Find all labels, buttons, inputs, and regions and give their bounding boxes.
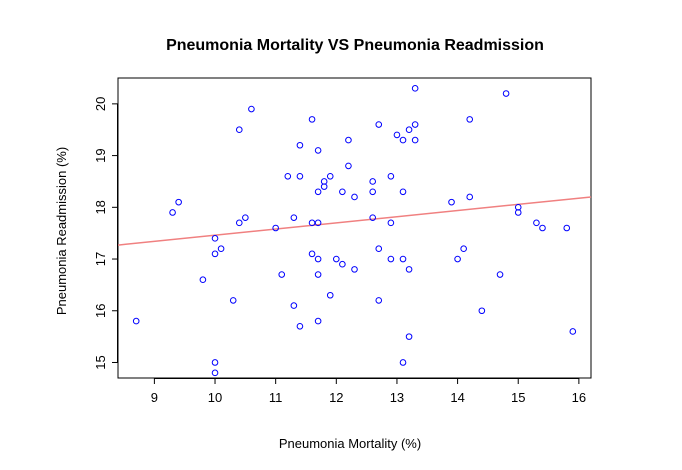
data-point xyxy=(454,255,461,263)
x-tick-label: 10 xyxy=(208,390,222,405)
data-point xyxy=(375,245,383,252)
data-point xyxy=(290,214,298,221)
trendline xyxy=(117,196,592,246)
y-tick-label: 17 xyxy=(93,252,108,266)
data-point xyxy=(345,162,352,170)
x-axis: 9 10 11 12 13 14 15 16 xyxy=(151,378,586,405)
data-point xyxy=(211,235,219,242)
data-point xyxy=(411,136,419,144)
data-point xyxy=(502,90,510,97)
data-point xyxy=(308,116,316,123)
data-point xyxy=(314,271,322,278)
data-point xyxy=(351,266,358,273)
data-point xyxy=(296,141,304,149)
data-point xyxy=(211,250,219,258)
y-tick-label: 15 xyxy=(93,355,108,369)
data-point xyxy=(314,219,322,227)
data-point xyxy=(333,255,340,263)
data-points-layer xyxy=(132,85,577,377)
data-point xyxy=(405,126,413,134)
data-point xyxy=(393,131,401,139)
data-point xyxy=(405,266,413,273)
data-point xyxy=(466,193,474,201)
data-point xyxy=(569,328,577,335)
data-point xyxy=(375,121,383,128)
data-point xyxy=(345,136,352,144)
y-tick-label: 16 xyxy=(93,304,108,318)
data-point xyxy=(326,172,334,180)
chart-title: Pneumonia Mortality VS Pneumonia Readmis… xyxy=(166,37,544,54)
data-point xyxy=(448,198,455,206)
data-point xyxy=(211,359,219,366)
data-point xyxy=(351,193,358,201)
data-point xyxy=(314,188,322,196)
data-point xyxy=(399,359,407,366)
data-point xyxy=(296,172,304,180)
y-tick-label: 18 xyxy=(93,200,108,214)
data-point xyxy=(399,136,407,144)
data-point xyxy=(478,307,486,315)
data-point xyxy=(369,214,376,221)
data-point xyxy=(411,85,419,92)
trendline-layer xyxy=(117,196,592,246)
data-point xyxy=(248,105,255,113)
data-point xyxy=(460,245,467,252)
data-point xyxy=(533,219,540,227)
data-point xyxy=(235,126,243,134)
x-tick-label: 12 xyxy=(329,390,343,405)
data-point xyxy=(199,276,207,284)
data-point xyxy=(290,302,298,309)
data-point xyxy=(169,209,176,216)
data-point xyxy=(242,214,249,221)
data-point xyxy=(314,317,322,325)
plot-area-border xyxy=(117,77,592,379)
x-tick-label: 13 xyxy=(390,390,404,405)
data-point xyxy=(314,255,322,263)
data-point xyxy=(563,224,571,232)
x-tick-label: 11 xyxy=(269,390,283,405)
data-point xyxy=(539,224,546,232)
data-point xyxy=(229,297,237,304)
x-tick-label: 9 xyxy=(151,390,158,405)
data-point xyxy=(369,188,376,196)
x-axis-label: Pneumonia Mortality (%) xyxy=(279,436,421,451)
x-tick-label: 16 xyxy=(572,390,586,405)
data-point xyxy=(272,224,279,232)
data-point xyxy=(387,255,395,263)
y-axis: 15 16 17 18 19 20 xyxy=(93,97,118,370)
x-tick-label: 15 xyxy=(511,390,525,405)
data-point xyxy=(375,297,383,304)
data-point xyxy=(132,317,140,325)
y-axis-label: Pneumonia Readmission (%) xyxy=(54,147,69,315)
data-point xyxy=(411,121,419,128)
data-point xyxy=(387,172,395,180)
data-point xyxy=(387,219,395,227)
data-point xyxy=(284,172,292,180)
y-tick-label: 19 xyxy=(93,148,108,162)
data-point xyxy=(369,178,376,185)
data-point xyxy=(339,260,346,268)
data-point xyxy=(514,209,522,216)
x-tick-label: 14 xyxy=(450,390,464,405)
data-point xyxy=(399,188,407,196)
y-tick-label: 20 xyxy=(93,97,108,111)
data-point xyxy=(175,198,182,206)
data-point xyxy=(217,245,225,252)
data-point xyxy=(399,255,407,263)
data-point xyxy=(320,183,328,190)
data-point xyxy=(296,322,304,330)
data-point xyxy=(326,291,334,299)
data-point xyxy=(308,250,316,258)
data-point xyxy=(496,271,504,278)
data-point xyxy=(339,188,346,196)
data-point xyxy=(466,116,474,123)
data-point xyxy=(211,369,219,377)
data-point xyxy=(278,271,286,278)
data-point xyxy=(235,219,243,227)
data-point xyxy=(314,147,322,154)
data-point xyxy=(405,333,413,340)
